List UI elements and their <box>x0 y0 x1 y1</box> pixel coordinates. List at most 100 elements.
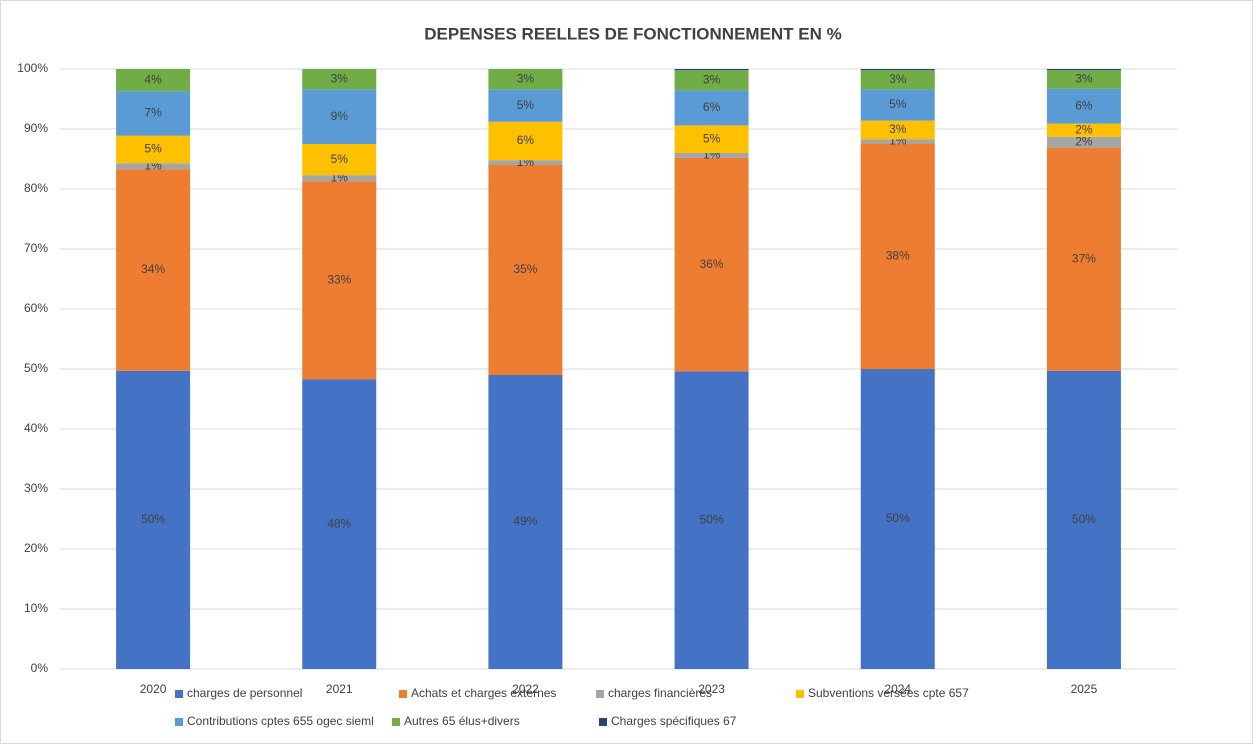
data-label: 50% <box>1072 512 1096 526</box>
bar-segment <box>488 89 563 122</box>
legend-label: Achats et charges externes <box>411 686 556 700</box>
data-label: 35% <box>513 262 537 276</box>
bar-segment <box>116 91 191 136</box>
bar-segment <box>674 90 749 126</box>
bar-segment <box>488 165 563 375</box>
bar-segment <box>1046 88 1121 124</box>
bar-segment <box>116 169 191 371</box>
bar-segment <box>302 379 377 669</box>
data-label: 6% <box>703 100 721 114</box>
data-label: 6% <box>1075 98 1093 112</box>
bar-segment <box>860 120 935 140</box>
bar-segment <box>302 144 377 176</box>
data-label: 3% <box>889 122 907 136</box>
bar-segment <box>302 89 377 144</box>
legend-label: Charges spécifiques 67 <box>611 714 737 728</box>
bar-segment <box>860 143 935 369</box>
data-label: 3% <box>703 73 721 87</box>
data-label: 2% <box>1075 122 1093 136</box>
data-label: 4% <box>144 72 162 86</box>
y-tick-label: 80% <box>24 181 48 195</box>
y-tick-label: 20% <box>24 541 48 555</box>
bar-segment <box>860 70 935 90</box>
data-label: 3% <box>517 71 535 85</box>
bar-segment <box>116 163 191 170</box>
bar-segment <box>674 69 749 71</box>
y-tick-label: 70% <box>24 241 48 255</box>
legend-swatch <box>596 690 604 698</box>
legend-swatch <box>599 718 607 726</box>
y-tick-label: 60% <box>24 301 48 315</box>
legend-swatch <box>392 718 400 726</box>
bar-segment <box>1046 147 1121 371</box>
x-tick-label: 2021 <box>326 682 353 696</box>
bar-segment <box>860 69 935 71</box>
data-label: 36% <box>700 257 724 271</box>
x-tick-label: 2020 <box>140 682 167 696</box>
legend-swatch <box>796 690 804 698</box>
data-label: 50% <box>700 512 724 526</box>
bar-segment <box>302 69 377 90</box>
bar-segment <box>302 175 377 182</box>
bar-segment <box>1046 136 1121 148</box>
bar-segment <box>860 89 935 121</box>
x-tick-label: 2024 <box>884 682 911 696</box>
legend-label: Subventions versées cpte 657 <box>808 686 969 700</box>
data-label: 50% <box>141 512 165 526</box>
chart-title: DEPENSES REELLES DE FONCTIONNEMENT EN % <box>424 24 842 43</box>
bar-segment <box>116 69 191 92</box>
bar-segment <box>860 139 935 144</box>
legend-label: charges financières <box>608 686 712 700</box>
data-label: 50% <box>886 511 910 525</box>
legend-label: charges de personnel <box>187 686 302 700</box>
bar-segment <box>488 375 563 669</box>
data-label: 5% <box>144 142 162 156</box>
x-tick-label: 2022 <box>512 682 539 696</box>
bar-segment <box>1046 70 1121 89</box>
bar-segment <box>488 160 563 165</box>
y-tick-label: 30% <box>24 481 48 495</box>
data-label: 3% <box>1075 72 1093 86</box>
y-tick-label: 90% <box>24 121 48 135</box>
bar-segment <box>488 69 563 90</box>
y-tick-label: 10% <box>24 601 48 615</box>
legend-swatch <box>399 690 407 698</box>
bar-segment <box>1046 370 1121 669</box>
bar-segment <box>674 153 749 158</box>
x-tick-label: 2023 <box>698 682 725 696</box>
y-tick-label: 100% <box>17 61 48 75</box>
bar-segment <box>674 371 749 669</box>
data-label: 5% <box>889 97 907 111</box>
legend-label: Autres 65 élus+divers <box>404 714 520 728</box>
data-label: 5% <box>517 98 535 112</box>
data-label: 34% <box>141 262 165 276</box>
data-label: 2% <box>1075 134 1093 148</box>
data-label: 5% <box>703 131 721 145</box>
bar-segment <box>1046 69 1121 71</box>
bar-segment <box>674 125 749 153</box>
y-tick-label: 0% <box>31 661 49 675</box>
legend-swatch <box>175 690 183 698</box>
y-tick-label: 50% <box>24 361 48 375</box>
legend-label: Contributions cptes 655 ogec sieml <box>187 714 374 728</box>
data-label: 33% <box>327 272 351 286</box>
data-label: 9% <box>331 109 349 123</box>
y-tick-label: 40% <box>24 421 48 435</box>
data-label: 7% <box>144 106 162 120</box>
bar-segment <box>302 181 377 380</box>
x-tick-label: 2025 <box>1071 682 1098 696</box>
bar-segment <box>674 157 749 372</box>
bar-segment <box>1046 123 1121 137</box>
data-label: 38% <box>886 248 910 262</box>
bar-segment <box>116 135 191 164</box>
data-label: 3% <box>889 72 907 86</box>
legend-swatch <box>175 718 183 726</box>
bar-segment <box>116 370 191 669</box>
data-label: 3% <box>331 71 349 85</box>
data-label: 5% <box>331 152 349 166</box>
bar-segment <box>860 369 935 669</box>
data-label: 49% <box>513 514 537 528</box>
data-label: 37% <box>1072 251 1096 265</box>
